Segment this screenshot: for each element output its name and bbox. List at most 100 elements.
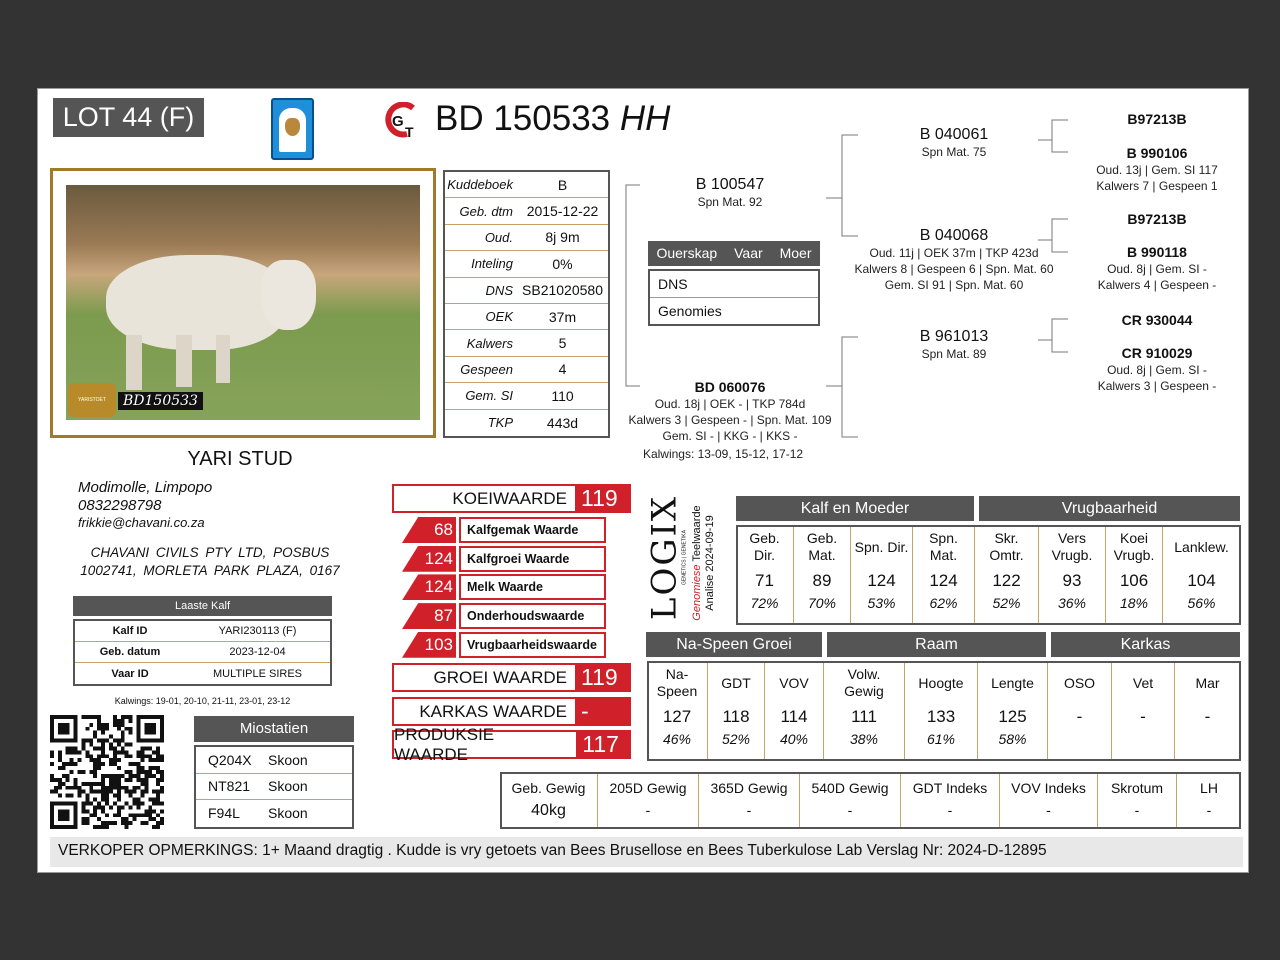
weight-label: 205D Gewig bbox=[609, 780, 687, 796]
produksie-box: PRODUKSIE WAARDE 117 bbox=[392, 725, 631, 764]
sub-value-row: 124 Kalfgroei Waarde bbox=[402, 545, 606, 572]
ebv-column: OSO - bbox=[1048, 663, 1112, 759]
pedigree-detail: Kalwers 8 | Gespeen 6 | Spn. Mat. 60 bbox=[854, 262, 1054, 276]
ebv-trait: Spn. Mat. bbox=[929, 530, 958, 563]
ebv-accuracy: 52% bbox=[721, 731, 751, 747]
info-value: 443d bbox=[546, 414, 579, 431]
karkas-value: - bbox=[575, 698, 629, 724]
sub-value-row: 124 Melk Waarde bbox=[402, 574, 606, 601]
sub-value-label: Kalfgroei Waarde bbox=[459, 545, 606, 572]
breeder-phone: 0832298798 bbox=[78, 497, 162, 514]
parentage-col-header: Ouerskap bbox=[656, 245, 718, 261]
last-calf-label: Vaar ID bbox=[111, 667, 149, 680]
weight-column: 205D Gewig - bbox=[598, 774, 699, 827]
ebv-trait: GDT bbox=[721, 674, 751, 691]
dam-calvings: Kalwings: 13-09, 15-12, 17-12 bbox=[642, 447, 804, 461]
svg-text:T: T bbox=[405, 124, 414, 138]
pedigree-detail: Kalwers 3 | Gespeen - | Spn. Mat. 109 bbox=[628, 413, 832, 427]
weight-label: Skrotum bbox=[1110, 780, 1164, 796]
weight-label: Geb. Gewig bbox=[511, 780, 586, 796]
parentage-label: Genomies bbox=[658, 302, 722, 319]
ebv-trait: Hoogte bbox=[918, 674, 964, 691]
breeder-address-1: CHAVANI CIVILS PTY LTD, POSBUS bbox=[90, 545, 330, 560]
logix-logo: LOGIX GENETICS | GENETIKA bbox=[644, 493, 689, 623]
sub-value-row: 87 Onderhoudswaarde bbox=[402, 603, 606, 630]
weight-column: Geb. Gewig 40kg bbox=[500, 774, 598, 827]
parentage-col-header: Vaar bbox=[734, 245, 763, 261]
ebv-column: Vers Vrugb. 93 36% bbox=[1039, 527, 1106, 623]
last-calf-label: Kalf ID bbox=[112, 625, 148, 637]
ebv-column: Mar - bbox=[1175, 663, 1240, 759]
ebv-value: 124 bbox=[867, 571, 896, 590]
myostatin-status: Skoon bbox=[268, 805, 308, 822]
pedigree-detail: Spn Mat. 89 bbox=[921, 347, 987, 361]
pedigree-detail: Gem. SI 91 | Spn. Mat. 60 bbox=[884, 278, 1024, 292]
breeder-location: Modimolle, Limpopo bbox=[78, 479, 213, 496]
myostatin-status: Skoon bbox=[268, 751, 308, 768]
sub-value-row: 103 Vrugbaarheidswaarde bbox=[402, 631, 606, 658]
breeder-email: frikkie@chavani.co.za bbox=[78, 515, 205, 530]
ebv-accuracy: 61% bbox=[926, 731, 956, 747]
pedigree-id: CR 910029 bbox=[1121, 345, 1193, 361]
ebv-table: Na-Speen 127 46% GDT 118 52% VOV 114 40% Volw. Ge… bbox=[647, 661, 1241, 761]
stud-logo: YARISTOET bbox=[68, 383, 116, 417]
pedigree-id: B 040061 bbox=[919, 126, 989, 143]
info-label: OEK bbox=[485, 309, 513, 325]
ebv-accuracy: 38% bbox=[849, 731, 879, 747]
info-value: SB21020580 bbox=[522, 282, 603, 299]
ebv-column: Geb. Dir. 71 72% bbox=[736, 527, 794, 623]
ebv-column: Spn. Dir. 124 53% bbox=[851, 527, 913, 623]
pedigree-detail: Spn Mat. 75 bbox=[921, 145, 987, 159]
ebv-column: Hoogte 133 61% bbox=[905, 663, 978, 759]
info-value: 5 bbox=[558, 335, 567, 352]
logix-name: LOGIX bbox=[644, 494, 685, 621]
pedigree-sds: B97213B bbox=[1127, 210, 1186, 228]
last-calf-value: 2023-12-04 bbox=[229, 646, 286, 658]
ebv-accuracy: 18% bbox=[1119, 595, 1149, 611]
produksie-value: 117 bbox=[576, 731, 629, 757]
pedigree-detail: Oud. 8j | Gem. SI - bbox=[1107, 262, 1207, 276]
pedigree-detail: Kalwers 7 | Gespeen 1 bbox=[1096, 179, 1218, 193]
info-label: DNS bbox=[485, 282, 513, 298]
weight-value: - bbox=[1206, 802, 1212, 818]
sub-value-number: 103 bbox=[402, 631, 456, 658]
weight-value: - bbox=[746, 802, 752, 818]
weight-column: Skrotum - bbox=[1098, 774, 1177, 827]
last-calf-row: Kalf ID YARI230113 (F) bbox=[75, 621, 330, 642]
pedigree-detail: Oud. 11j | OEK 37m | TKP 423d bbox=[869, 246, 1039, 260]
ebv-column: Geb. Mat. 89 70% bbox=[794, 527, 851, 623]
koeiwaarde-label: KOEIWAARDE bbox=[452, 488, 567, 508]
photo-tag: BD150533 bbox=[118, 392, 203, 410]
pedigree-detail: Oud. 18j | OEK - | TKP 784d bbox=[654, 397, 806, 411]
pedigree-ssd: B 990106 Oud. 13j | Gem. SI 117 Kalwers 7 … bbox=[1096, 144, 1218, 194]
pedigree-detail: Kalwers 3 | Gespeen - bbox=[1097, 379, 1217, 393]
genomic-analysis-label: Genomiese Teelwaarde Analise 2024-09-19 bbox=[691, 505, 716, 621]
myostatin-row: NT821 Skoon bbox=[196, 774, 352, 801]
myostatin-row: Q204X Skoon bbox=[196, 747, 352, 774]
ebv-value: 127 bbox=[662, 707, 692, 726]
ebv-column: VOV 114 40% bbox=[765, 663, 824, 759]
weight-value: 40kg bbox=[531, 802, 566, 819]
ebv-value: 125 bbox=[998, 707, 1027, 726]
weight-value: - bbox=[1046, 802, 1051, 818]
breeder-address-2: 1002741, MORLETA PARK PLAZA, 0167 bbox=[80, 563, 340, 578]
ebv-value: 93 bbox=[1062, 571, 1082, 590]
sub-value-label: Melk Waarde bbox=[459, 574, 606, 601]
pedigree-id: B 961013 bbox=[919, 328, 989, 345]
info-row: OEK 37m bbox=[445, 304, 608, 331]
ebv-value: 104 bbox=[1187, 571, 1216, 590]
weights-table: Geb. Gewig 40kg 205D Gewig -365D Gewig -540D… bbox=[500, 772, 1241, 829]
parentage-label: DNS bbox=[658, 275, 688, 292]
karkas-label: KARKAS WAARDE bbox=[419, 701, 567, 721]
ebv-value: 71 bbox=[755, 571, 774, 590]
pedigree-sdd: B 990118 Oud. 8j | Gem. SI - Kalwers 4 | G… bbox=[1098, 243, 1217, 293]
ebv-value: - bbox=[1204, 707, 1211, 726]
parentage-row: Genomies bbox=[650, 298, 818, 325]
koeiwaarde-box: KOEIWAARDE 119 bbox=[392, 484, 631, 513]
weight-value: - bbox=[1134, 802, 1140, 818]
ebv-trait: Na-Speen bbox=[656, 666, 698, 699]
pedigree-sss: B97213B bbox=[1127, 110, 1186, 128]
pedigree-id: B 990118 bbox=[1127, 244, 1187, 260]
